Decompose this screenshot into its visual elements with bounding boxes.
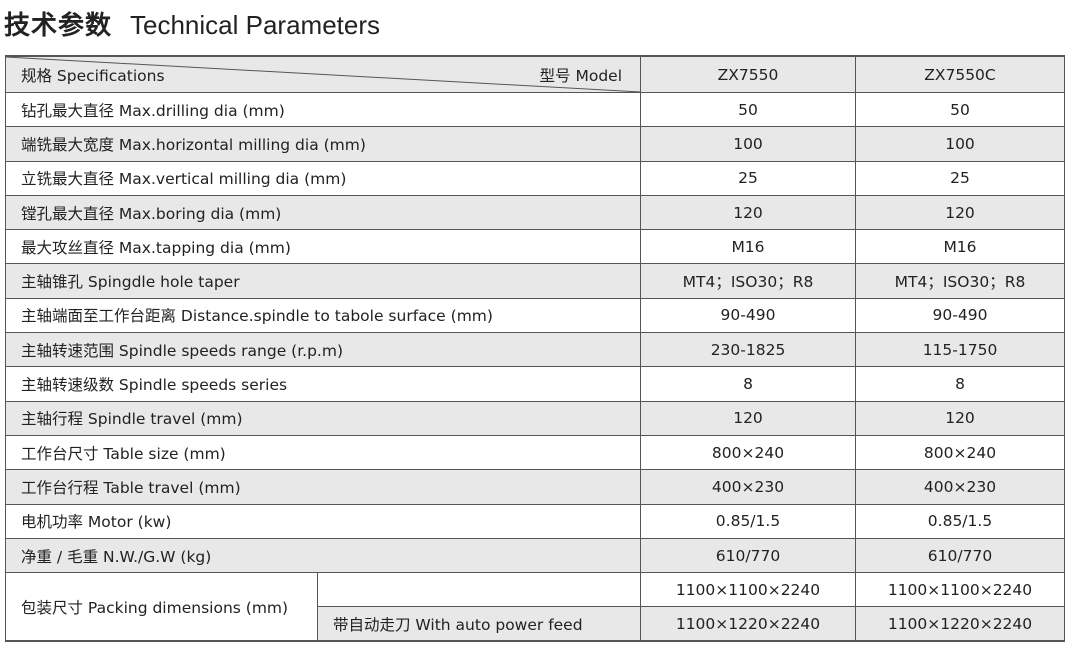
table-row: 净重 / 毛重 N.W./G.W (kg) 610/770 610/770	[5, 537, 1065, 574]
spec-label: 规格 Specifications	[21, 67, 165, 85]
row-value: 120	[855, 194, 1065, 231]
row-label: 工作台行程 Table travel (mm)	[5, 469, 641, 505]
table-row: 工作台尺寸 Table size (mm) 800×240 800×240	[5, 434, 1065, 471]
row-value: 90-490	[855, 297, 1065, 334]
table-row: 主轴转速范围 Spindle speeds range (r.p.m) 230-…	[5, 332, 1065, 368]
row-value: 1100×1100×2240	[640, 572, 856, 608]
packing-sub-label: 带自动走刀 With auto power feed	[317, 606, 641, 642]
row-value: 610/770	[855, 537, 1065, 574]
row-value: 1100×1220×2240	[640, 606, 856, 642]
row-value: 1100×1220×2240	[855, 606, 1065, 642]
row-label: 端铣最大宽度 Max.horizontal milling dia (mm)	[5, 126, 641, 162]
table-row: 工作台行程 Table travel (mm) 400×230 400×230	[5, 469, 1065, 505]
table-row: 主轴转速级数 Spindle speeds series 8 8	[5, 366, 1065, 402]
table-row: 电机功率 Motor (kw) 0.85/1.5 0.85/1.5	[5, 503, 1065, 539]
row-label: 主轴端面至工作台距离 Distance.spindle to tabole su…	[5, 297, 641, 334]
row-value: 8	[855, 366, 1065, 402]
packing-row: 包装尺寸 Packing dimensions (mm) 1100×1100×2…	[5, 572, 1065, 642]
row-label: 主轴行程 Spindle travel (mm)	[5, 400, 641, 436]
row-value: 120	[640, 194, 856, 231]
row-label: 立铣最大直径 Max.vertical milling dia (mm)	[5, 160, 641, 196]
row-value: 800×240	[855, 434, 1065, 471]
diagonal-divider	[6, 57, 641, 92]
row-value: 120	[855, 400, 1065, 436]
model-label: 型号 Model	[539, 67, 622, 85]
row-label: 主轴转速级数 Spindle speeds series	[5, 366, 641, 402]
table-row: 镗孔最大直径 Max.boring dia (mm) 120 120	[5, 194, 1065, 231]
row-value: 0.85/1.5	[640, 503, 856, 539]
row-value: 25	[855, 160, 1065, 196]
table-row: 最大攻丝直径 Max.tapping dia (mm) M16 M16	[5, 229, 1065, 265]
packing-label: 包装尺寸 Packing dimensions (mm)	[5, 572, 318, 642]
packing-row: 带自动走刀 With auto power feed 1100×1220×224…	[6, 606, 1065, 642]
table-row: 主轴锥孔 Spingdle hole taper MT4；ISO30；R8 MT…	[5, 263, 1065, 299]
row-value: 8	[640, 366, 856, 402]
title-cn: 技术参数	[4, 11, 113, 41]
row-label: 钻孔最大直径 Max.drilling dia (mm)	[5, 91, 641, 128]
row-label: 工作台尺寸 Table size (mm)	[5, 434, 641, 471]
row-value: 25	[640, 160, 856, 196]
row-label: 最大攻丝直径 Max.tapping dia (mm)	[5, 229, 641, 265]
model-name: ZX7550	[640, 55, 856, 93]
table-row: 钻孔最大直径 Max.drilling dia (mm) 50 50	[5, 91, 1065, 128]
page-title: 技术参数 Technical Parameters	[4, 8, 380, 43]
header-corner-cell: 规格 Specifications 型号 Model	[5, 55, 641, 93]
row-value: 90-490	[640, 297, 856, 334]
row-value: M16	[855, 229, 1065, 265]
row-value: 120	[640, 400, 856, 436]
packing-sub-label	[317, 572, 641, 608]
row-label: 电机功率 Motor (kw)	[5, 503, 641, 539]
row-label: 主轴锥孔 Spingdle hole taper	[5, 263, 641, 299]
table-row: 主轴端面至工作台距离 Distance.spindle to tabole su…	[5, 297, 1065, 334]
row-value: 800×240	[640, 434, 856, 471]
spec-table: 规格 Specifications 型号 Model ZX7550 ZX7550…	[5, 55, 1065, 643]
row-value: MT4；ISO30；R8	[855, 263, 1065, 299]
title-en: Technical Parameters	[130, 10, 381, 40]
row-value: 400×230	[855, 469, 1065, 505]
header-row: 规格 Specifications 型号 Model ZX7550 ZX7550…	[5, 55, 1065, 93]
row-value: 400×230	[640, 469, 856, 505]
row-value: MT4；ISO30；R8	[640, 263, 856, 299]
row-value: 0.85/1.5	[855, 503, 1065, 539]
row-value: 610/770	[640, 537, 856, 574]
row-value: 1100×1100×2240	[855, 572, 1065, 608]
row-value: 230-1825	[640, 332, 856, 368]
table-row: 端铣最大宽度 Max.horizontal milling dia (mm) 1…	[5, 126, 1065, 162]
row-value: 100	[640, 126, 856, 162]
row-value: 115-1750	[855, 332, 1065, 368]
row-label: 净重 / 毛重 N.W./G.W (kg)	[5, 537, 641, 574]
row-label: 镗孔最大直径 Max.boring dia (mm)	[5, 194, 641, 231]
row-value: 50	[855, 91, 1065, 128]
row-value: 50	[640, 91, 856, 128]
table-row: 主轴行程 Spindle travel (mm) 120 120	[5, 400, 1065, 436]
row-value: 100	[855, 126, 1065, 162]
row-value: M16	[640, 229, 856, 265]
row-label: 主轴转速范围 Spindle speeds range (r.p.m)	[5, 332, 641, 368]
table-row: 立铣最大直径 Max.vertical milling dia (mm) 25 …	[5, 160, 1065, 196]
model-name: ZX7550C	[855, 55, 1065, 93]
